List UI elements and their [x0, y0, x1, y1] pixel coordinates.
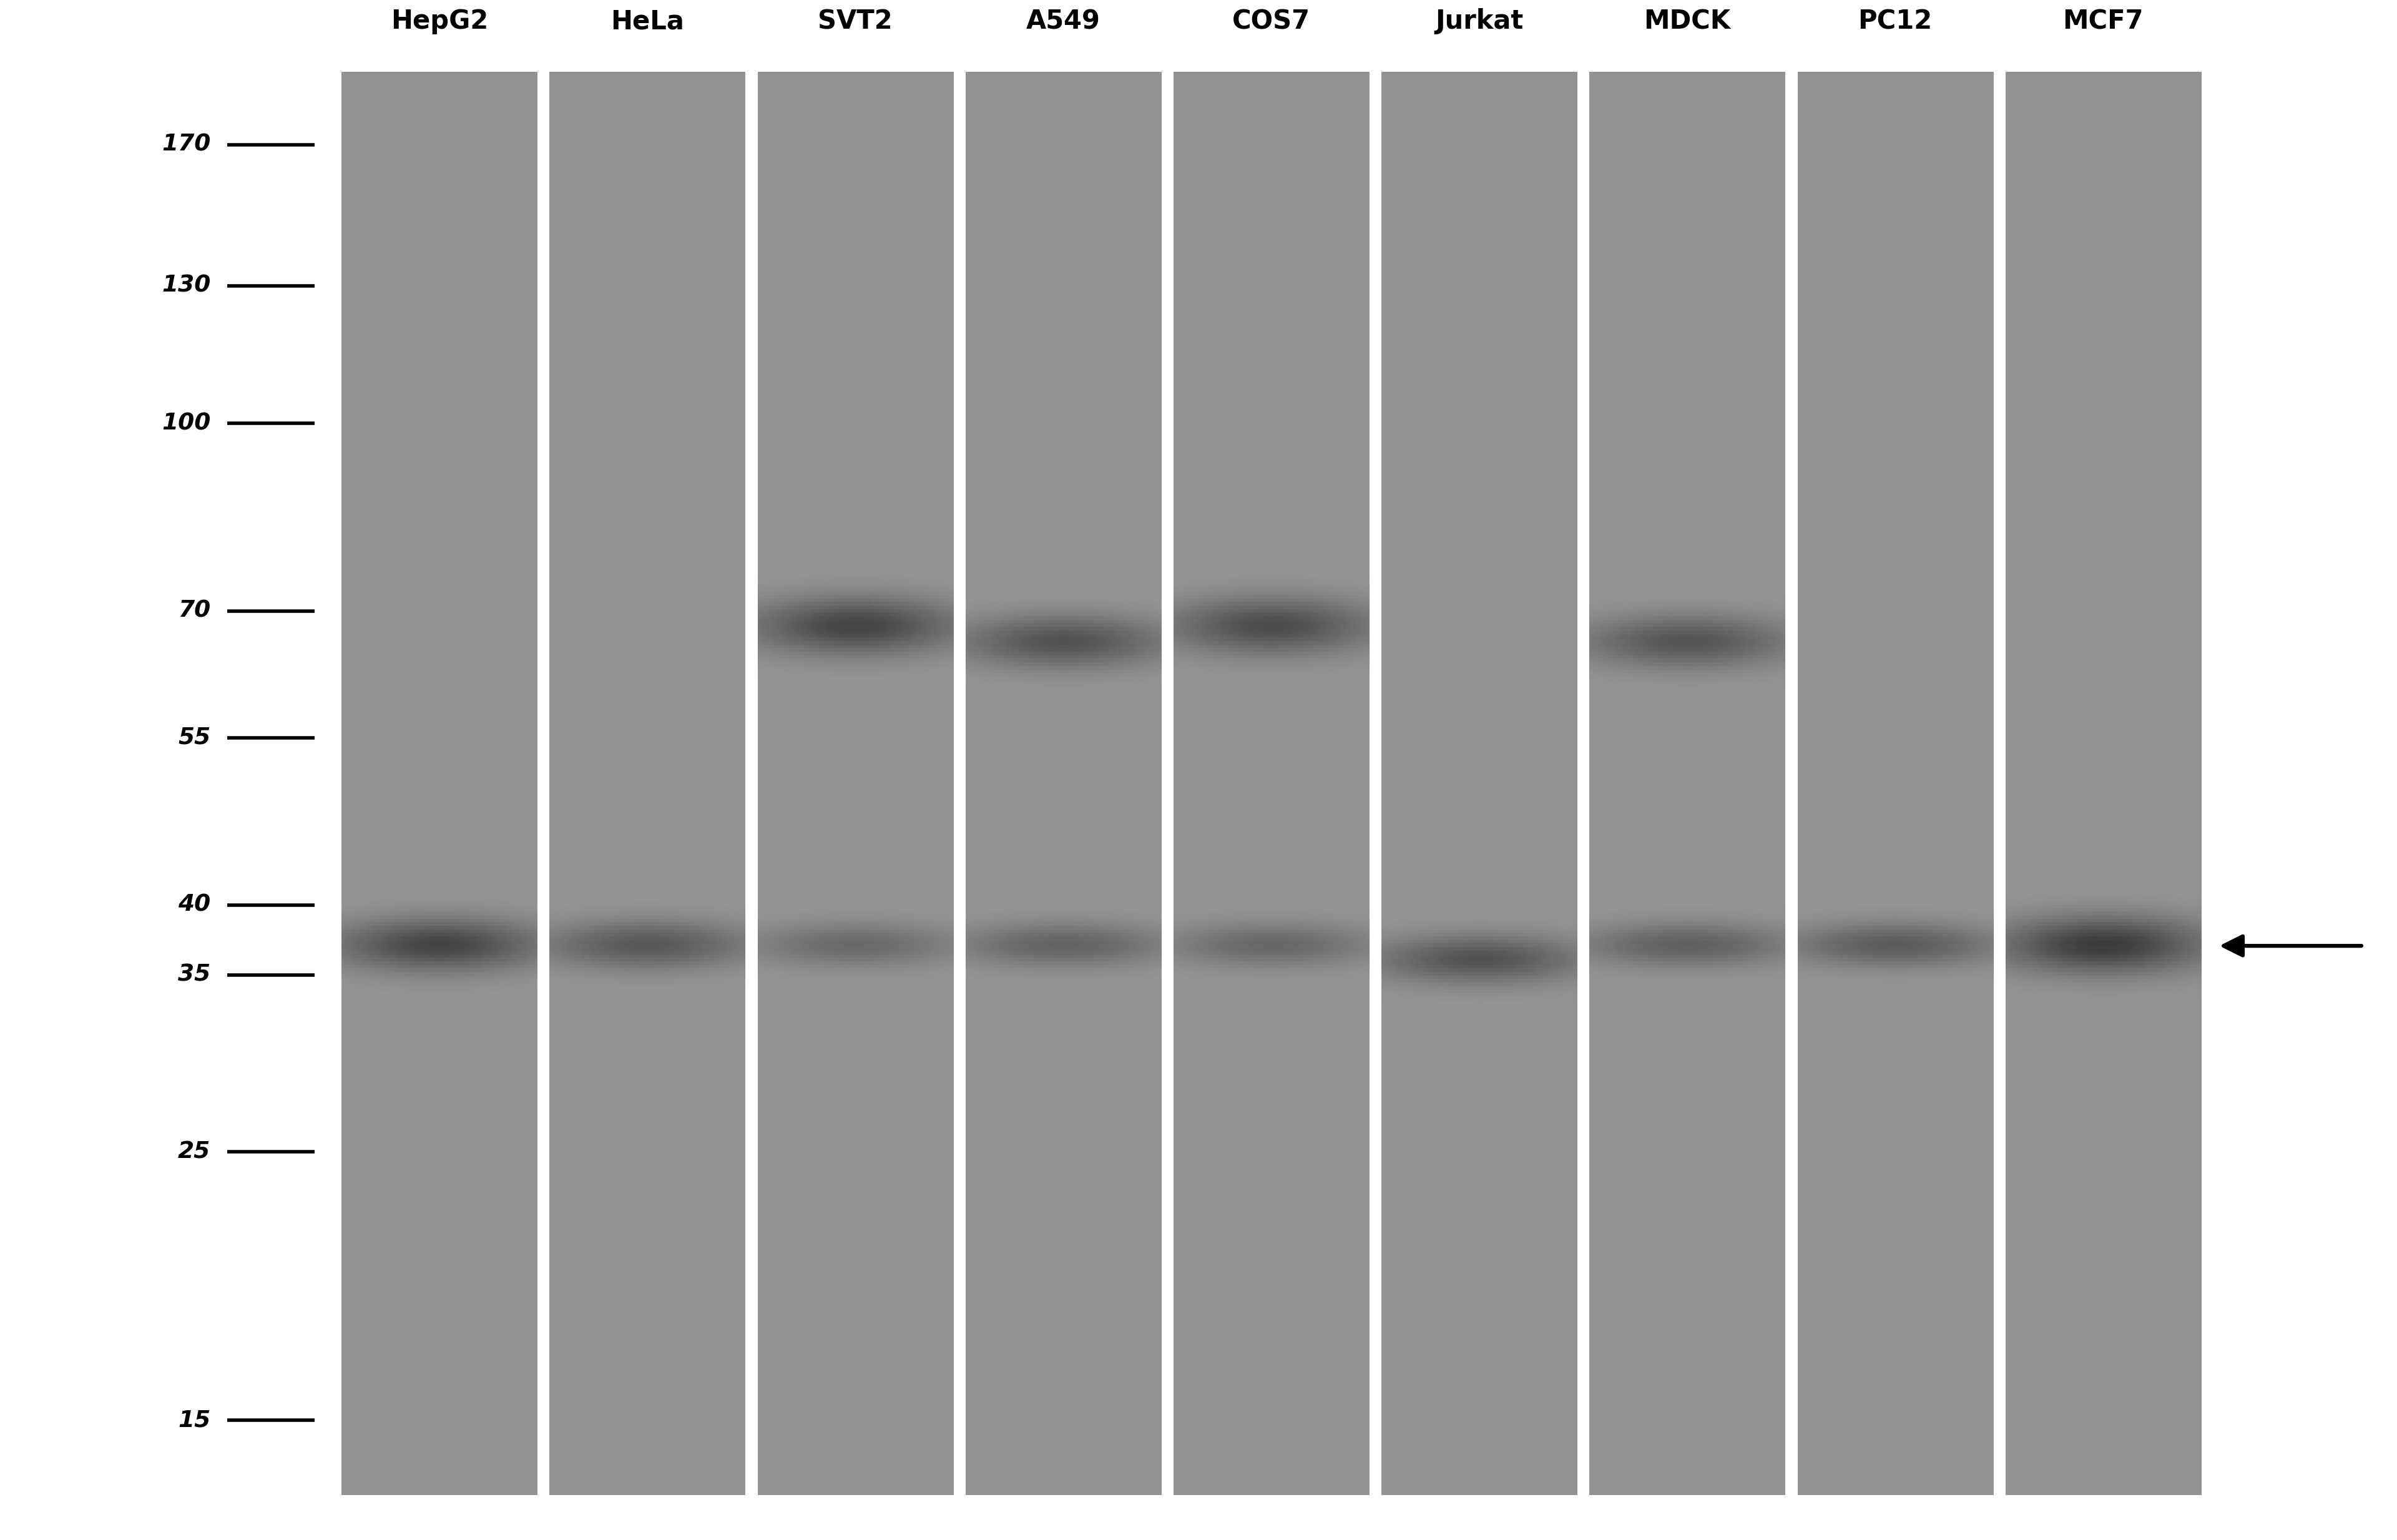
- Text: HeLa: HeLa: [611, 8, 683, 34]
- Text: 100: 100: [161, 413, 211, 434]
- Text: COS7: COS7: [1232, 8, 1311, 34]
- Text: 170: 170: [161, 134, 211, 156]
- Bar: [757, 72, 954, 1495]
- Text: MDCK: MDCK: [1644, 8, 1731, 34]
- Bar: [1589, 72, 1786, 1495]
- Text: 35: 35: [177, 964, 211, 986]
- Text: HepG2: HepG2: [391, 8, 489, 34]
- Bar: [1798, 72, 1992, 1495]
- Bar: [549, 72, 745, 1495]
- Bar: [1381, 72, 1577, 1495]
- Text: 40: 40: [177, 893, 211, 916]
- Text: 70: 70: [177, 599, 211, 622]
- Bar: [966, 72, 1160, 1495]
- Text: 25: 25: [177, 1141, 211, 1163]
- Text: MCF7: MCF7: [2064, 8, 2143, 34]
- Text: PC12: PC12: [1858, 8, 1932, 34]
- Text: Jurkat: Jurkat: [1436, 8, 1524, 34]
- Text: 130: 130: [161, 274, 211, 297]
- Bar: [343, 72, 537, 1495]
- Text: 55: 55: [177, 727, 211, 748]
- Text: 15: 15: [177, 1409, 211, 1431]
- Text: SVT2: SVT2: [817, 8, 892, 34]
- Bar: [2006, 72, 2200, 1495]
- Text: A549: A549: [1026, 8, 1100, 34]
- Bar: [1175, 72, 1369, 1495]
